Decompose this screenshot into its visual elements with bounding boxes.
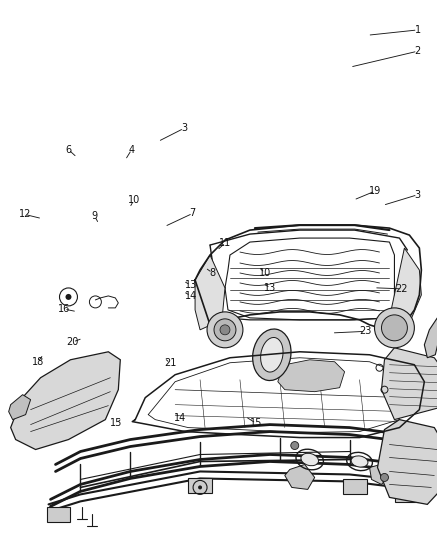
Text: 7: 7 (190, 208, 196, 219)
Text: 3: 3 (415, 190, 421, 200)
Text: 15: 15 (250, 418, 262, 429)
Circle shape (374, 308, 414, 348)
Polygon shape (381, 348, 438, 419)
Text: 11: 11 (219, 238, 232, 247)
Text: 4: 4 (129, 144, 135, 155)
Text: 23: 23 (359, 326, 371, 336)
Polygon shape (11, 352, 120, 449)
Text: 8: 8 (209, 268, 215, 278)
Polygon shape (370, 464, 389, 484)
Text: 1: 1 (415, 25, 421, 35)
Circle shape (207, 312, 243, 348)
Ellipse shape (253, 329, 291, 381)
Polygon shape (188, 479, 212, 494)
Text: 18: 18 (32, 357, 44, 367)
Polygon shape (378, 419, 438, 504)
Text: 13: 13 (265, 283, 277, 293)
Text: 16: 16 (58, 304, 70, 314)
Polygon shape (9, 394, 31, 419)
Circle shape (220, 325, 230, 335)
Text: 2: 2 (414, 46, 421, 56)
Polygon shape (396, 487, 419, 503)
Text: 22: 22 (395, 284, 408, 294)
Text: 20: 20 (67, 337, 79, 347)
Circle shape (381, 315, 407, 341)
Polygon shape (424, 318, 438, 358)
Polygon shape (343, 480, 367, 495)
Polygon shape (389, 248, 421, 328)
Text: 10: 10 (259, 268, 271, 278)
Polygon shape (404, 432, 421, 448)
Polygon shape (195, 255, 225, 330)
Circle shape (291, 441, 299, 449)
Polygon shape (278, 360, 345, 392)
Circle shape (66, 294, 71, 300)
Text: 19: 19 (369, 186, 381, 196)
Text: 14: 14 (173, 413, 186, 423)
Ellipse shape (301, 453, 318, 466)
Circle shape (198, 486, 202, 489)
Text: 15: 15 (110, 418, 123, 429)
Text: 13: 13 (184, 280, 197, 290)
Polygon shape (285, 464, 314, 489)
Text: 9: 9 (92, 211, 98, 221)
Ellipse shape (351, 456, 368, 467)
Circle shape (381, 473, 389, 481)
Ellipse shape (261, 337, 283, 372)
Text: 6: 6 (65, 144, 71, 155)
Text: 10: 10 (128, 195, 140, 205)
Text: 14: 14 (184, 290, 197, 301)
Text: 3: 3 (181, 123, 187, 133)
Text: 21: 21 (164, 358, 176, 368)
Text: 12: 12 (18, 209, 31, 220)
Circle shape (214, 319, 236, 341)
Polygon shape (46, 507, 71, 522)
